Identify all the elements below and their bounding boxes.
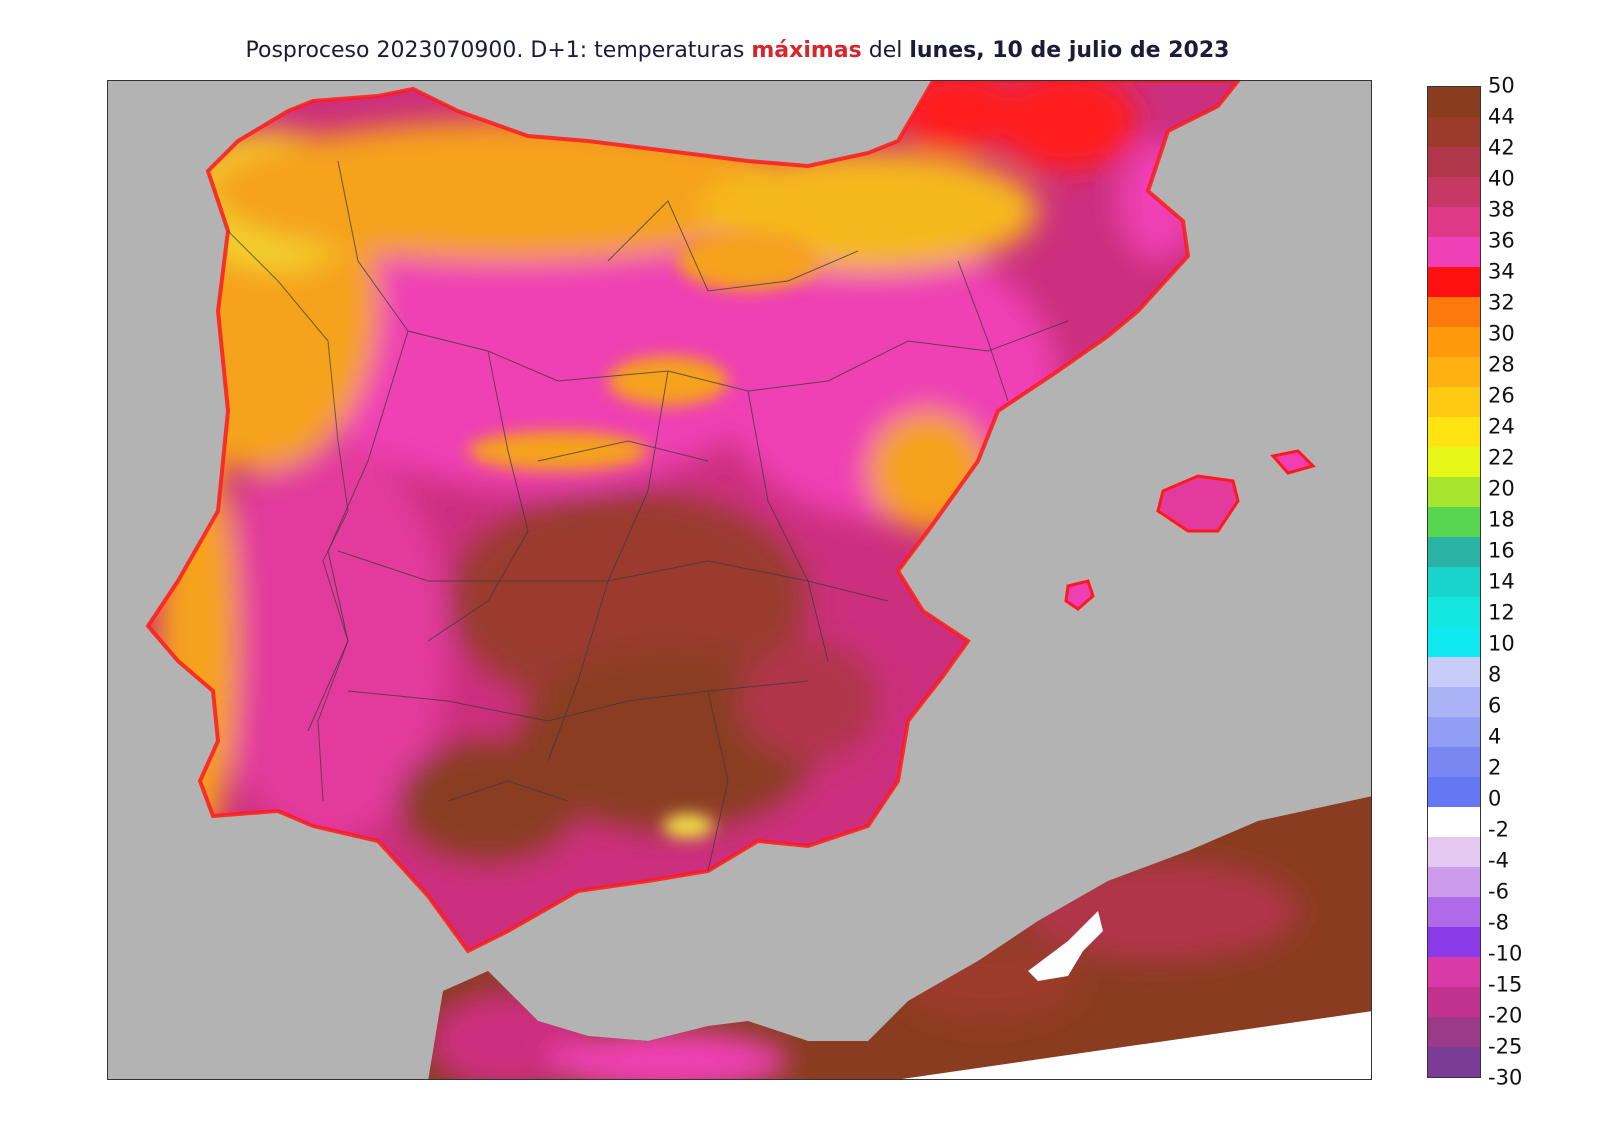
legend-swatch [1428,897,1480,927]
legend-tick-label: -2 [1488,817,1509,842]
legend-swatch [1428,387,1480,417]
legend-tick-label: 42 [1488,135,1515,160]
legend-tick-label: 4 [1488,724,1502,749]
legend-tick-label: 44 [1488,104,1515,129]
legend-swatch [1428,597,1480,627]
legend-tick-label: -8 [1488,910,1509,935]
legend-tick-label: 40 [1488,166,1515,191]
iberia-map-graphic [145,81,1371,1079]
legend-swatch [1428,957,1480,987]
legend-swatch [1428,747,1480,777]
legend-tick-label: 34 [1488,259,1515,284]
legend-tick-label: -25 [1488,1034,1523,1059]
legend-swatch [1428,147,1480,177]
temperature-map [107,80,1372,1080]
legend-tick-label: 32 [1488,290,1515,315]
legend-tick-label: -4 [1488,848,1509,873]
legend-swatch [1428,657,1480,687]
legend-swatch [1428,237,1480,267]
legend-tick-label: 20 [1488,476,1515,501]
legend-tick-label: 18 [1488,507,1515,532]
legend-tick-label: -30 [1488,1065,1523,1090]
legend-tick-label: 26 [1488,383,1515,408]
legend-swatch [1428,267,1480,297]
legend-swatch [1428,357,1480,387]
legend-tick-label: 8 [1488,662,1502,687]
color-scale-labels: 50 44 42 40 38 36 34 32 30 28 26 24 22 20 18 16 14 12 10 8 6… [1488,0,1588,1131]
title-prefix: Posproceso 2023070900. D+1: temperaturas [245,38,752,63]
legend-swatch [1428,687,1480,717]
color-scale-bar [1427,86,1481,1078]
legend-tick-label: 6 [1488,693,1502,718]
legend-swatch [1428,447,1480,477]
legend-tick-label: 30 [1488,321,1515,346]
legend-swatch [1428,477,1480,507]
legend-tick-label: 50 [1488,73,1515,98]
legend-tick-label: 28 [1488,352,1515,377]
legend-swatch [1428,117,1480,147]
legend-swatch [1428,627,1480,657]
legend-tick-label: -20 [1488,1003,1523,1028]
legend-tick-label: -15 [1488,972,1523,997]
legend-swatch [1428,987,1480,1017]
legend-tick-label: -10 [1488,941,1523,966]
legend-tick-label: 24 [1488,414,1515,439]
legend-tick-label: 2 [1488,755,1502,780]
legend-swatch [1428,87,1480,117]
legend-swatch [1428,537,1480,567]
legend-swatch [1428,777,1480,807]
legend-swatch [1428,327,1480,357]
legend-swatch [1428,1017,1480,1047]
legend-tick-label: 12 [1488,600,1515,625]
legend-tick-label: 0 [1488,786,1502,811]
legend-tick-label: -6 [1488,879,1509,904]
legend-swatch [1428,807,1480,837]
legend-swatch [1428,507,1480,537]
title-connector: del [861,38,910,63]
legend-tick-label: 36 [1488,228,1515,253]
title-highlight: máximas [751,38,862,63]
legend-swatch [1428,717,1480,747]
legend-tick-label: 16 [1488,538,1515,563]
legend-tick-label: 10 [1488,631,1515,656]
title-date: lunes, 10 de julio de 2023 [909,38,1230,63]
legend-tick-label: 14 [1488,569,1515,594]
legend-swatch [1428,417,1480,447]
legend-swatch [1428,297,1480,327]
legend-swatch [1428,867,1480,897]
legend-tick-label: 38 [1488,197,1515,222]
legend-swatch [1428,177,1480,207]
legend-swatch [1428,927,1480,957]
map-title: Posproceso 2023070900. D+1: temperaturas… [0,38,1475,63]
legend-swatch [1428,567,1480,597]
legend-tick-label: 22 [1488,445,1515,470]
legend-swatch [1428,1047,1480,1077]
legend-swatch [1428,207,1480,237]
legend-swatch [1428,837,1480,867]
